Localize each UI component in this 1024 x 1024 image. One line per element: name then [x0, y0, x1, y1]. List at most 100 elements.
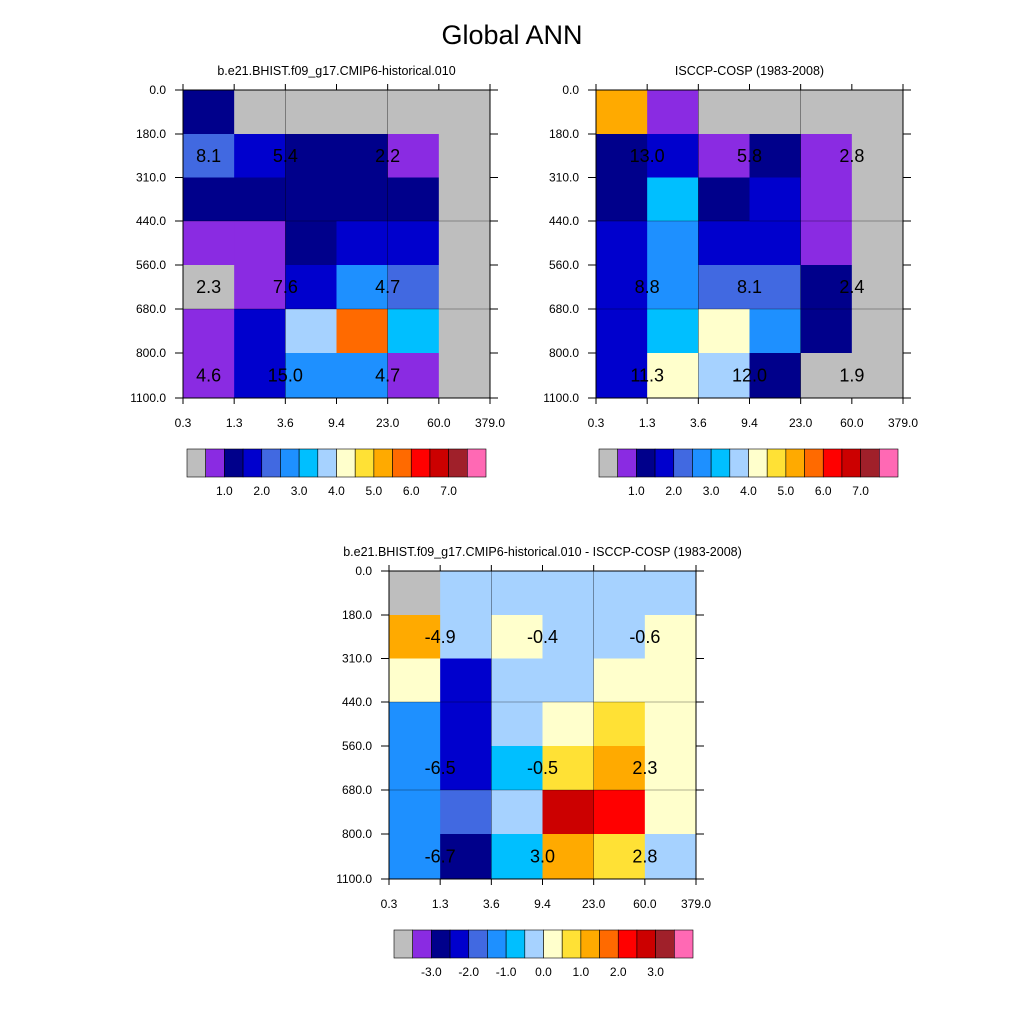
heatmap-cell [851, 177, 904, 222]
cell-value-label: 4.7 [375, 277, 400, 297]
heatmap-cell [749, 353, 802, 399]
heatmap-cell [644, 615, 697, 659]
heatmap-cell [749, 221, 802, 266]
colorbar-swatch [879, 448, 899, 478]
heatmap-cell [234, 134, 286, 178]
y-tick-label: 0.0 [355, 564, 372, 578]
heatmap-cell [800, 221, 853, 266]
y-tick-label: 180.0 [549, 127, 579, 141]
cell-value-label: 2.3 [632, 758, 657, 778]
heatmap-cell [698, 265, 750, 310]
heatmap-panel-1: b.e21.BHIST.f09_g17.CMIP6-historical.010… [130, 64, 505, 498]
cell-value-label: 7.6 [273, 277, 298, 297]
colorbar-swatch [487, 929, 507, 959]
heatmap-cell [647, 134, 699, 178]
heatmap-cell [698, 90, 750, 135]
heatmap-panel-2: ISCCP-COSP (1983-2008) 0.3 1.3 3.6 9.4 23.0 60… [543, 64, 918, 498]
colorbar-label: 4.0 [328, 484, 345, 498]
heatmap-cell [542, 658, 595, 703]
x-tick-label: 379.0 [888, 416, 918, 430]
heatmap-cell [749, 265, 802, 310]
heatmap-cell [491, 702, 543, 747]
heatmap-cell [438, 353, 491, 399]
heatmap-cell [596, 221, 648, 266]
x-tick-label: 3.6 [277, 416, 294, 430]
cell-value-label: 3.0 [530, 847, 555, 867]
x-tick-label: 0.3 [588, 416, 605, 430]
x-tick-label: 0.3 [175, 416, 192, 430]
heatmap-cell [800, 177, 853, 222]
heatmap-cell [440, 702, 492, 747]
heatmap-cell [336, 177, 389, 222]
colorbar-swatch [467, 448, 487, 478]
heatmap-cell [698, 353, 750, 399]
heatmap-cell [698, 221, 750, 266]
heatmap-cell [183, 177, 235, 222]
y-tick-label: 560.0 [549, 258, 579, 272]
colorbar-swatch [261, 448, 281, 478]
heatmap-cell [234, 221, 286, 266]
heatmap-cell [336, 265, 389, 310]
heatmap-cell [596, 177, 648, 222]
x-tick-label: 379.0 [681, 897, 711, 911]
colorbar-swatch [674, 929, 694, 959]
colorbar-swatch [449, 929, 470, 959]
y-tick-label: 440.0 [342, 695, 372, 709]
colorbar-swatch [729, 448, 749, 478]
heatmap-cell [440, 571, 492, 616]
colorbar-swatch [336, 448, 356, 478]
heatmap-cell [542, 834, 595, 880]
heatmap-cell [644, 658, 697, 703]
colorbar-swatch [561, 929, 582, 959]
x-tick-label: 60.0 [840, 416, 864, 430]
heatmap-cell [491, 790, 543, 835]
colorbar-label: 5.0 [778, 484, 795, 498]
heatmap-cell [389, 571, 441, 616]
cell-value-label: 8.8 [635, 277, 660, 297]
heatmap-cell [183, 265, 235, 310]
colorbar-swatch [766, 448, 787, 478]
y-tick-label: 800.0 [136, 346, 166, 360]
y-tick-label: 440.0 [549, 214, 579, 228]
x-tick-label: 1.3 [226, 416, 243, 430]
colorbar-swatch [373, 448, 393, 478]
x-tick-label: 3.6 [690, 416, 707, 430]
heatmap-cell [749, 90, 802, 135]
colorbar-swatch [298, 448, 319, 478]
heatmap-cell [542, 615, 595, 659]
heatmap-cell [234, 265, 286, 310]
heatmap-cell [596, 90, 648, 135]
heatmap-cell [851, 309, 904, 354]
heatmap-cell [336, 353, 389, 399]
heatmap-cell [438, 134, 491, 178]
colorbar-label: 7.0 [440, 484, 457, 498]
colorbar-swatch [617, 448, 637, 478]
heatmap-cell [389, 746, 441, 791]
heatmap-cell [285, 353, 337, 399]
heatmap-cell [800, 265, 853, 310]
heatmap-cell [438, 90, 491, 135]
heatmap-cell [440, 658, 492, 703]
heatmap-cell [491, 658, 543, 703]
colorbar-swatch [224, 448, 244, 478]
colorbar-label: -2.0 [458, 965, 479, 979]
heatmap-cell [749, 309, 802, 354]
x-tick-label: 9.4 [741, 416, 758, 430]
heatmap-cell [644, 571, 697, 616]
colorbar-label: 3.0 [647, 965, 664, 979]
colorbar-label: 4.0 [740, 484, 757, 498]
heatmap-cell [387, 221, 440, 266]
heatmap-cell [647, 309, 699, 354]
heatmap-cell [389, 790, 441, 835]
heatmap-cell [234, 353, 286, 399]
colorbar-swatch [841, 448, 861, 478]
colorbar-label: 3.0 [291, 484, 308, 498]
y-tick-label: 800.0 [342, 827, 372, 841]
heatmap-cell [183, 221, 235, 266]
heatmap-cell [336, 309, 389, 354]
heatmap-cell [851, 265, 904, 310]
heatmap-cell [542, 790, 595, 835]
heatmap-cell [596, 309, 648, 354]
cell-value-label: 11.3 [630, 366, 664, 386]
cell-value-label: -0.6 [629, 627, 660, 647]
